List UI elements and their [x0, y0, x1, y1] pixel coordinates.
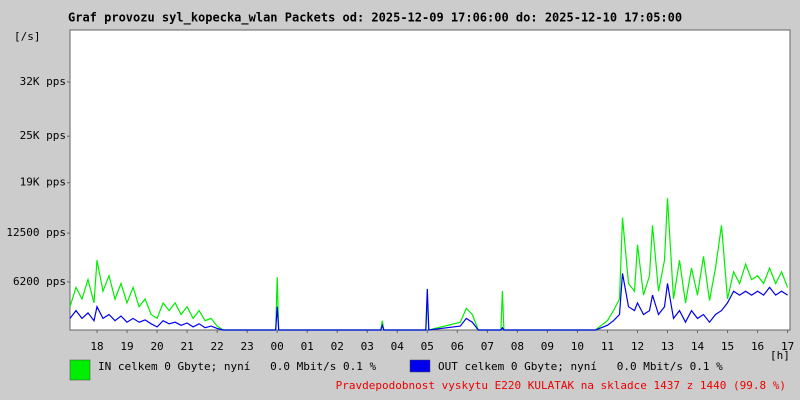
- x-tick-label: 23: [241, 340, 254, 353]
- chart-title: Graf provozu syl_kopecka_wlan Packets od…: [68, 11, 682, 26]
- x-tick-label: 18: [90, 340, 103, 353]
- x-tick-label: 17: [781, 340, 794, 353]
- y-tick-label: 25K pps: [20, 129, 66, 142]
- y-unit: [/s]: [14, 30, 41, 43]
- x-tick-label: 11: [601, 340, 614, 353]
- x-tick-label: 02: [331, 340, 344, 353]
- y-tick-label: 19K pps: [20, 176, 66, 189]
- x-tick-label: 14: [691, 340, 705, 353]
- x-tick-label: 19: [120, 340, 133, 353]
- legend-swatch: [409, 359, 431, 373]
- x-tick-label: 21: [180, 340, 193, 353]
- y-tick-label: 12500 pps: [6, 226, 66, 239]
- x-tick-label: 08: [511, 340, 524, 353]
- x-tick-label: 12: [631, 340, 644, 353]
- x-tick-label: 09: [541, 340, 554, 353]
- x-tick-label: 07: [481, 340, 494, 353]
- footer: Pravdepodobnost vyskytu E220 KULATAK na …: [336, 379, 786, 392]
- legend-label: IN celkem 0 Gbyte; nyní 0.0 Mbit/s 0.1 %: [98, 360, 377, 373]
- y-tick-label: 6200 pps: [13, 275, 66, 288]
- x-tick-label: 20: [150, 340, 163, 353]
- x-tick-label: 16: [751, 340, 764, 353]
- x-tick-label: 10: [571, 340, 584, 353]
- x-tick-label: 06: [451, 340, 464, 353]
- x-tick-label: 15: [721, 340, 734, 353]
- x-unit: [h]: [770, 349, 790, 362]
- plot-area: [69, 29, 791, 331]
- x-tick-label: 04: [391, 340, 405, 353]
- x-tick-label: 00: [271, 340, 284, 353]
- series-line: [69, 273, 788, 331]
- x-tick-label: 01: [301, 340, 314, 353]
- y-tick-label: 32K pps: [20, 75, 66, 88]
- legend-label: OUT celkem 0 Gbyte; nyní 0.0 Mbit/s 0.1 …: [438, 360, 723, 373]
- x-tick-label: 13: [661, 340, 674, 353]
- x-tick-label: 05: [421, 340, 434, 353]
- series-line: [69, 198, 789, 331]
- legend-swatch: [69, 359, 91, 381]
- x-tick-label: 22: [210, 340, 223, 353]
- x-tick-label: 03: [361, 340, 374, 353]
